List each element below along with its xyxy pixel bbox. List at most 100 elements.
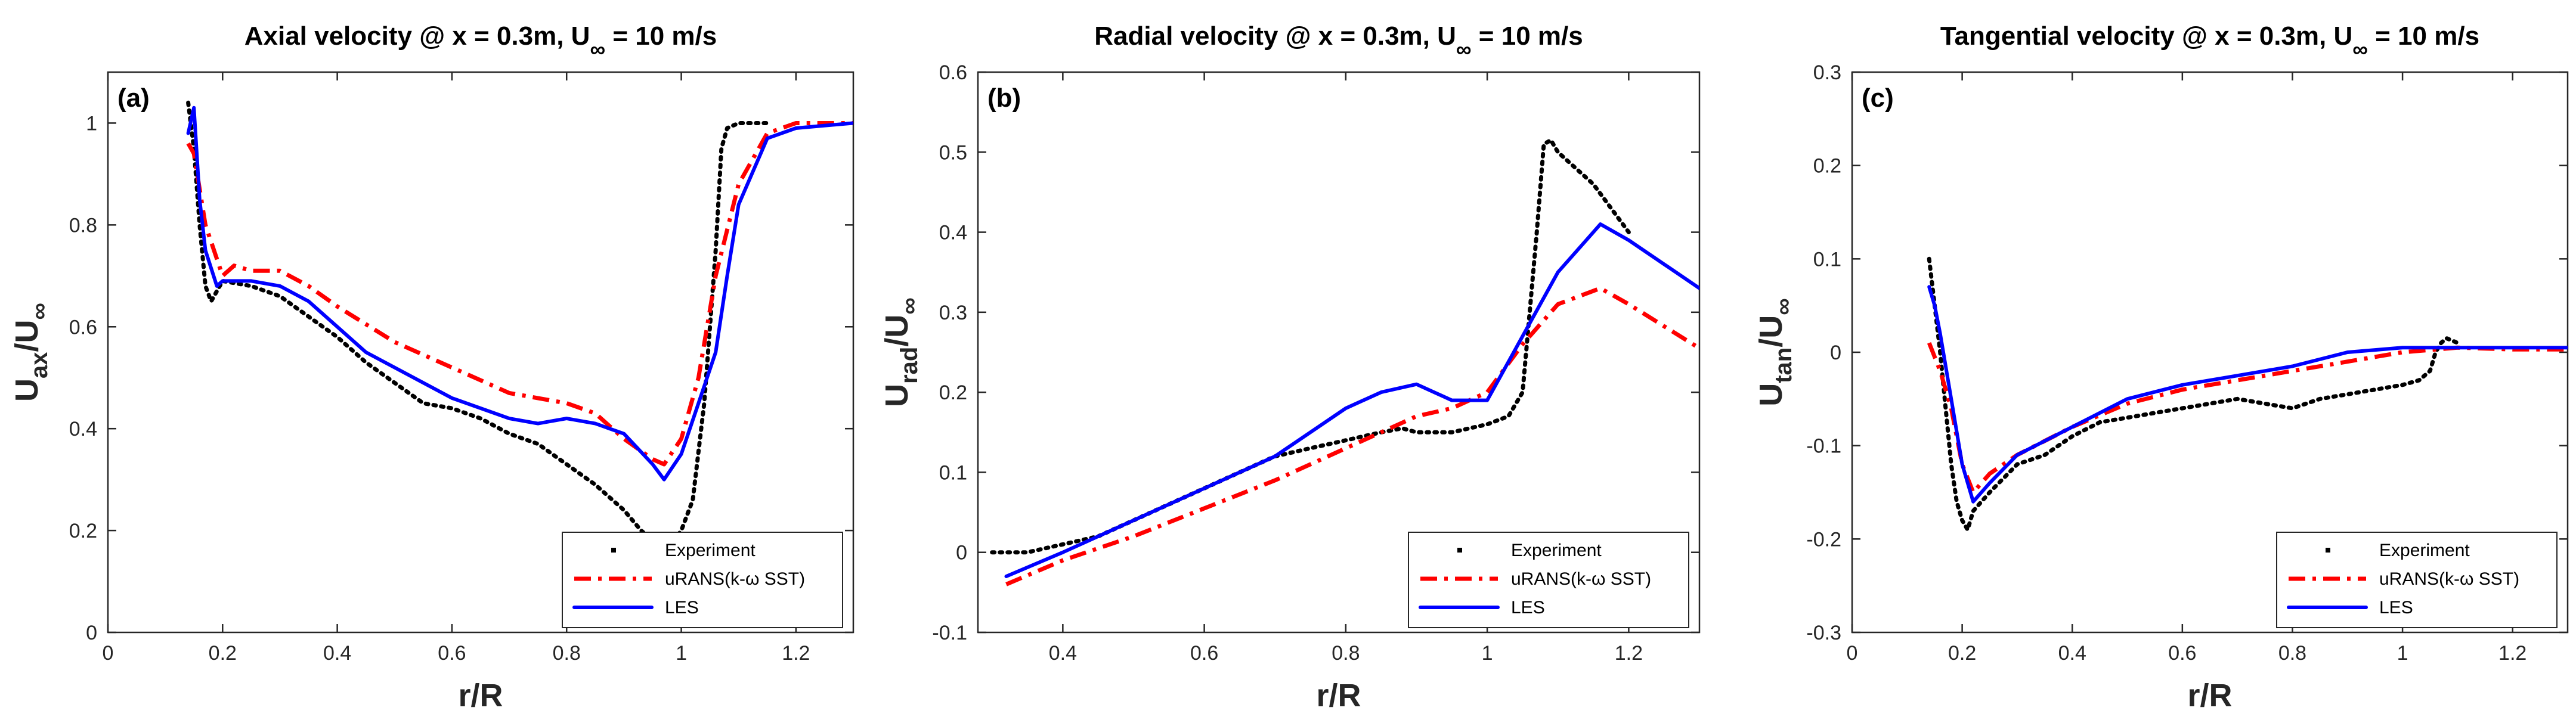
y-tick-label: 0.1 (939, 461, 967, 484)
x-axis-label: r/R (458, 678, 503, 713)
y-tick-label: 0 (956, 542, 967, 564)
y-tick-label: 0.2 (939, 381, 967, 404)
series-line-les (186, 105, 853, 482)
panel-label: (c) (1862, 83, 1894, 113)
y-tick-label: -0.3 (1806, 622, 1841, 644)
legend-label: LES (665, 598, 699, 617)
y-tick-label: 0.2 (1813, 155, 1841, 178)
text-part: /U (1753, 315, 1789, 347)
text-part: U (879, 384, 915, 407)
text-part: Axial velocity @ x = 0.3m, U (244, 21, 590, 51)
series-line-experiment (1927, 256, 2460, 532)
legend-marker (2326, 548, 2330, 553)
panel-label: (b) (987, 83, 1021, 113)
series-group (1927, 256, 2568, 532)
x-tick-label: 1.2 (1615, 642, 1643, 665)
text-part: tan (1770, 347, 1797, 383)
x-tick-label: 1.2 (2498, 642, 2527, 665)
text-part: Radial velocity @ x = 0.3m, U (1094, 21, 1456, 51)
y-tick-label: -0.1 (1806, 435, 1841, 458)
series-line-les (1927, 285, 2568, 504)
x-tick-label: 0.8 (553, 642, 581, 665)
chart-title: Axial velocity @ x = 0.3m, U∞ = 10 m/s (244, 21, 717, 61)
text-part: ∞ (590, 37, 605, 61)
text-part: rad (896, 347, 922, 384)
text-part: Tangential velocity @ x = 0.3m, U (1940, 21, 2352, 51)
y-tick-label: -0.2 (1806, 528, 1841, 551)
y-tick-label: 0.3 (1813, 61, 1841, 84)
x-tick-label: 0 (1847, 642, 1858, 665)
y-tick-label: 0.3 (939, 302, 967, 324)
x-tick-label: 1 (676, 642, 687, 665)
y-tick-label: 0.4 (939, 222, 967, 244)
legend-label: uRANS(k-ω SST) (2379, 569, 2519, 589)
y-tick-label: 0.2 (69, 520, 97, 542)
legend-marker (1457, 548, 1462, 553)
y-axis-label: Utan/U∞ (1753, 298, 1797, 406)
x-tick-label: 0.6 (2168, 642, 2196, 665)
y-tick-label: 0.1 (1813, 248, 1841, 271)
x-axis-label: r/R (2187, 678, 2232, 713)
series-line-les (1004, 222, 1699, 578)
legend-label: LES (2379, 598, 2413, 617)
panel-label: (a) (117, 83, 150, 113)
chart-title: Radial velocity @ x = 0.3m, U∞ = 10 m/s (1094, 21, 1583, 61)
text-part: = 10 m/s (605, 21, 717, 51)
x-tick-label: 0.4 (2058, 642, 2086, 665)
legend-marker (611, 548, 616, 553)
legend: Experiment uRANS(k-ω SST) LES (2276, 532, 2558, 628)
x-tick-label: 0 (103, 642, 114, 665)
x-tick-label: 1 (2397, 642, 2408, 665)
text-part: ∞ (896, 297, 922, 315)
y-tick-label: 0.6 (69, 316, 97, 339)
chart-panel-a: 0 0.2 0.4 0.6 0.8 1 1.2 0 0.2 0.4 0.6 0.8 1 (a) Axial … (9, 21, 854, 713)
series-line-urans-k-sst- (186, 121, 853, 467)
y-tick-label: 0 (1830, 342, 1841, 364)
y-tick-label: 0.4 (69, 418, 97, 440)
x-tick-label: 0.2 (1948, 642, 1976, 665)
x-tick-label: 0.8 (2278, 642, 2306, 665)
chart-title: Tangential velocity @ x = 0.3m, U∞ = 10 … (1940, 21, 2479, 61)
text-part: ∞ (1770, 298, 1797, 315)
text-part: ∞ (2352, 37, 2368, 61)
y-tick-label: 0.8 (69, 214, 97, 237)
y-tick-label: 1 (86, 112, 97, 135)
x-tick-label: 1.2 (782, 642, 810, 665)
x-tick-label: 0.2 (209, 642, 237, 665)
y-axis-label: Uax/U∞ (9, 303, 52, 402)
legend-label: LES (1511, 598, 1545, 617)
legend-label: uRANS(k-ω SST) (1511, 569, 1651, 589)
legend: Experiment uRANS(k-ω SST) LES (562, 532, 843, 628)
x-tick-label: 0.8 (1332, 642, 1360, 665)
y-tick-label: 0.6 (939, 61, 967, 84)
x-tick-label: 0.6 (438, 642, 466, 665)
series-group (990, 138, 1699, 586)
y-tick-label: 0 (86, 622, 97, 644)
chart-panel-c: 0 0.2 0.4 0.6 0.8 1 1.2 -0.3 -0.2 -0.1 0 0.1 0.2 0.3 (… (1753, 21, 2569, 713)
y-tick-label: 0.5 (939, 141, 967, 164)
x-axis-label: r/R (1316, 678, 1361, 713)
legend-label: Experiment (665, 541, 756, 560)
text-part: ∞ (1456, 37, 1472, 61)
y-axis-label: Urad/U∞ (879, 297, 922, 407)
text-part: = 10 m/s (2368, 21, 2479, 51)
text-part: /U (879, 315, 915, 347)
legend-label: Experiment (2379, 541, 2470, 560)
text-part: /U (9, 320, 45, 352)
x-tick-label: 0.6 (1190, 642, 1218, 665)
text-part: ∞ (26, 303, 52, 320)
legend: Experiment uRANS(k-ω SST) LES (1408, 532, 1689, 628)
x-tick-label: 0.4 (323, 642, 351, 665)
legend-label: uRANS(k-ω SST) (665, 569, 805, 589)
x-tick-label: 1 (1482, 642, 1493, 665)
y-tick-label: -0.1 (932, 622, 967, 644)
x-tick-label: 0.4 (1049, 642, 1077, 665)
text-part: U (9, 378, 45, 402)
text-part: U (1753, 383, 1789, 406)
text-part: = 10 m/s (1472, 21, 1583, 51)
text-part: ax (26, 352, 52, 379)
legend-label: Experiment (1511, 541, 1602, 560)
series-group (186, 100, 853, 548)
series-line-urans-k-sst- (1005, 286, 1699, 586)
